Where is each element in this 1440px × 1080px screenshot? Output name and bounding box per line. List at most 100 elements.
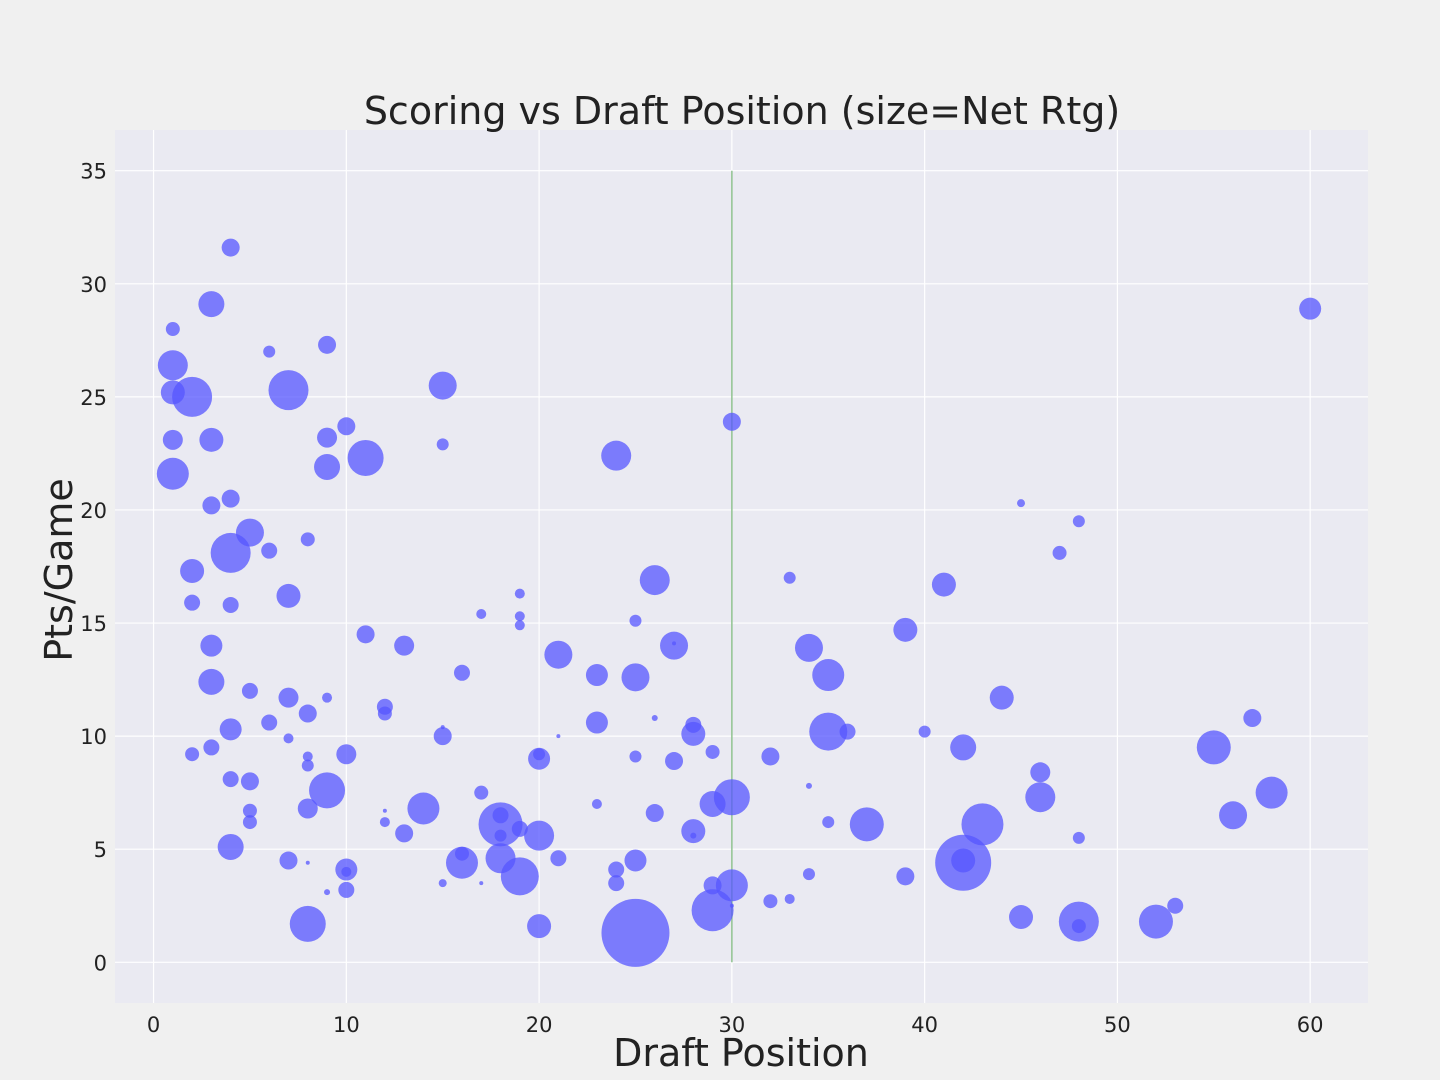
- data-point: [1196, 730, 1231, 765]
- data-point: [690, 832, 697, 839]
- data-point: [479, 881, 484, 886]
- data-point: [1243, 709, 1262, 728]
- x-tick-label: 0: [147, 1013, 160, 1037]
- y-tick-label: 15: [80, 612, 107, 636]
- data-point: [200, 634, 223, 657]
- data-point: [394, 635, 415, 656]
- data-point: [336, 744, 357, 765]
- data-point: [527, 914, 552, 939]
- data-point: [524, 820, 555, 851]
- data-point: [283, 733, 294, 744]
- data-point: [314, 453, 341, 480]
- grid-lines: [115, 130, 1368, 1003]
- data-point: [199, 427, 224, 452]
- data-point: [305, 860, 310, 865]
- x-tick-label: 30: [718, 1013, 745, 1037]
- data-point: [500, 857, 539, 896]
- data-point: [337, 417, 356, 436]
- data-point: [222, 771, 239, 788]
- data-point: [217, 833, 244, 860]
- data-point: [761, 747, 780, 766]
- data-point: [601, 898, 670, 967]
- data-point: [624, 849, 647, 872]
- data-point: [172, 376, 213, 417]
- data-point: [395, 824, 414, 843]
- data-point: [301, 759, 314, 772]
- data-point: [629, 614, 642, 627]
- data-point: [1219, 801, 1248, 830]
- y-tick-label: 10: [80, 725, 107, 749]
- data-point: [302, 751, 313, 762]
- data-point: [931, 572, 956, 597]
- data-point: [382, 808, 387, 813]
- data-point: [241, 682, 258, 699]
- data-point: [950, 734, 977, 761]
- data-point: [261, 542, 278, 559]
- data-point: [528, 747, 551, 770]
- data-point: [165, 322, 180, 337]
- data-point: [203, 739, 220, 756]
- data-point: [849, 807, 884, 842]
- data-point: [222, 596, 239, 613]
- data-point: [1167, 897, 1184, 914]
- data-point: [514, 611, 525, 622]
- data-point: [812, 659, 845, 692]
- data-point: [180, 559, 205, 584]
- data-point: [645, 804, 664, 823]
- data-point: [1072, 515, 1085, 528]
- data-point: [242, 815, 257, 830]
- data-point: [514, 588, 525, 599]
- data-point: [289, 905, 326, 942]
- data-point: [794, 633, 823, 662]
- data-point: [219, 718, 242, 741]
- data-point: [705, 744, 720, 759]
- data-point: [184, 594, 201, 611]
- x-tick-label: 10: [333, 1013, 360, 1037]
- x-tick-labels: 0 10 20 30 40 50 60: [147, 1013, 1324, 1037]
- data-points: [156, 238, 1322, 967]
- data-point: [544, 640, 573, 669]
- data-point: [893, 617, 918, 642]
- y-axis-label: Pts/Game: [37, 478, 81, 662]
- data-point: [347, 439, 384, 476]
- data-point: [918, 725, 931, 738]
- data-point: [935, 834, 992, 891]
- data-point: [324, 889, 331, 896]
- data-point: [681, 819, 706, 844]
- data-point: [317, 427, 338, 448]
- data-point: [338, 881, 355, 898]
- data-point: [297, 798, 318, 819]
- data-point: [514, 620, 525, 631]
- data-point: [715, 869, 748, 902]
- data-point: [162, 429, 183, 450]
- data-point: [660, 631, 689, 660]
- data-point: [278, 687, 299, 708]
- data-point: [802, 868, 815, 881]
- data-point: [242, 803, 257, 818]
- data-point: [1071, 919, 1086, 934]
- data-point: [453, 664, 470, 681]
- data-point: [839, 723, 856, 740]
- data-point: [629, 750, 642, 763]
- data-point: [665, 752, 684, 771]
- data-point: [240, 772, 259, 791]
- data-point: [356, 625, 375, 644]
- data-point: [1052, 545, 1067, 560]
- data-point: [763, 894, 778, 909]
- data-point: [691, 889, 734, 932]
- data-point: [822, 816, 835, 829]
- data-point: [438, 879, 447, 888]
- data-point: [585, 711, 608, 734]
- data-point: [300, 532, 315, 547]
- data-point: [651, 715, 658, 722]
- data-point: [989, 685, 1014, 710]
- data-point: [341, 866, 352, 877]
- data-point: [511, 820, 528, 837]
- data-point: [1138, 904, 1173, 939]
- y-tick-label: 35: [80, 160, 107, 184]
- data-point: [309, 772, 346, 809]
- data-point: [298, 704, 317, 723]
- x-tick-label: 40: [911, 1013, 938, 1037]
- data-point: [961, 803, 1004, 846]
